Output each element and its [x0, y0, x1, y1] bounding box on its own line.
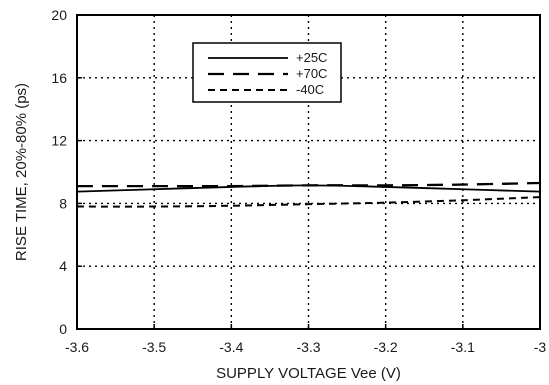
x-tick-label: -3.5	[142, 339, 166, 355]
x-tick-label: -3.3	[296, 339, 320, 355]
x-tick-label: -3.2	[374, 339, 398, 355]
legend-label-1: +25C	[296, 50, 327, 65]
x-tick-label: -3.1	[451, 339, 475, 355]
y-tick-label: 8	[59, 195, 67, 211]
series-line-3	[76, 196, 541, 208]
tick-labels: -3.6 -3.5 -3.4 -3.3 -3.2 -3.1 -3 0 4 8 12 16 20	[51, 7, 546, 355]
series-line-2	[77, 181, 541, 188]
y-tick-label: 0	[59, 321, 67, 337]
x-tick-label: -3	[534, 339, 547, 355]
x-axis-label: SUPPLY VOLTAGE Vee (V)	[216, 365, 401, 382]
legend: +25C+70C-40C	[192, 42, 342, 103]
legend-box	[192, 42, 342, 103]
series-lines	[76, 181, 541, 208]
legend-label-3: -40C	[296, 82, 324, 97]
grid	[77, 15, 540, 329]
y-axis-label: RISE TIME, 20%-80% (ps)	[13, 83, 30, 261]
x-tick-label: -3.6	[65, 339, 89, 355]
legend-label-2: +70C	[296, 66, 327, 81]
y-tick-label: 4	[59, 258, 67, 274]
y-tick-label: 20	[51, 7, 67, 23]
y-tick-label: 12	[51, 133, 67, 149]
x-tick-label: -3.4	[219, 339, 243, 355]
y-tick-label: 16	[51, 70, 67, 86]
